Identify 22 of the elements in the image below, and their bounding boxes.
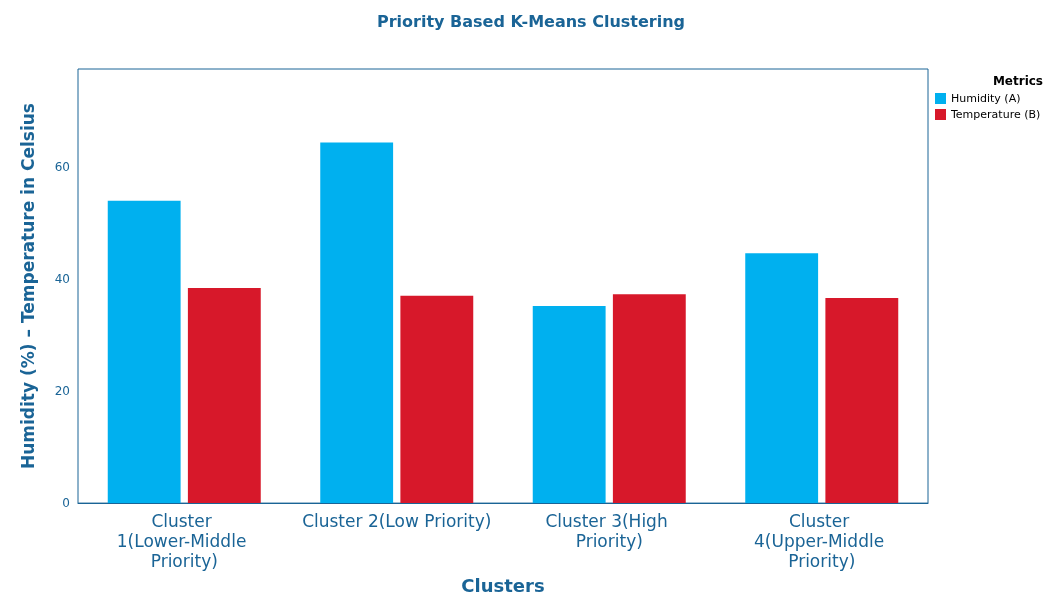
y-tick-label: 0 bbox=[62, 496, 70, 511]
bar bbox=[400, 295, 474, 504]
x-axis-title: Clusters bbox=[461, 574, 545, 596]
bar bbox=[532, 305, 606, 504]
bar bbox=[187, 288, 261, 504]
legend-label: Humidity (A) bbox=[951, 92, 1021, 105]
chart-title: Priority Based K-Means Clustering bbox=[376, 11, 686, 31]
bar bbox=[825, 298, 899, 504]
legend-label: Temperature (B) bbox=[950, 108, 1041, 121]
x-tick-label: Cluster 1(Lower-Middle Priority) bbox=[116, 511, 252, 572]
bar bbox=[320, 142, 394, 504]
y-tick-label: 20 bbox=[54, 384, 70, 399]
bar bbox=[745, 253, 819, 504]
bar bbox=[107, 200, 181, 504]
x-tick-label: Cluster 2(Low Priority) bbox=[302, 511, 492, 532]
legend-title: Metrics bbox=[992, 74, 1044, 88]
x-tick-label: Cluster 4(Upper-Middle Priority) bbox=[753, 511, 890, 572]
y-tick-label: 40 bbox=[54, 272, 70, 287]
y-tick-label: 60 bbox=[54, 160, 70, 175]
x-tick-label: Cluster 3(High Priority) bbox=[545, 511, 674, 552]
y-axis-title: Humidity (%) – Temperature in Celsius bbox=[17, 103, 38, 470]
bar bbox=[612, 294, 686, 504]
